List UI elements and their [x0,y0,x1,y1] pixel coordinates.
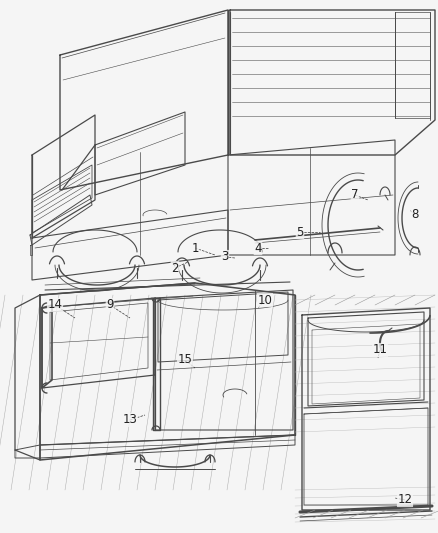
Text: 8: 8 [410,208,418,222]
Text: 12: 12 [396,494,412,506]
Text: 10: 10 [257,294,272,306]
Text: 15: 15 [177,353,192,367]
Text: 5: 5 [296,225,303,238]
Text: 4: 4 [254,241,261,254]
Text: 14: 14 [47,298,62,311]
Text: 9: 9 [106,298,113,311]
Text: 1: 1 [191,241,198,254]
Text: 7: 7 [350,189,358,201]
Text: 2: 2 [171,262,178,274]
Text: 3: 3 [221,251,228,263]
Text: 11: 11 [372,343,387,357]
Text: 13: 13 [122,414,137,426]
